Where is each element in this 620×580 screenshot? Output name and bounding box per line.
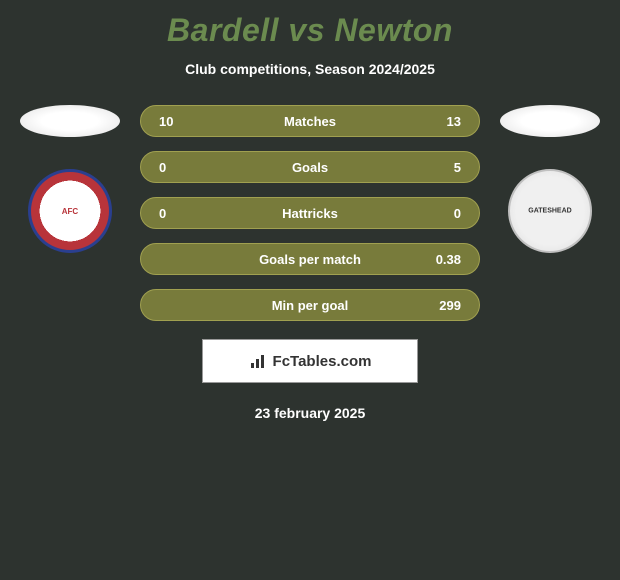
stat-label: Hattricks	[189, 206, 431, 221]
left-player-side: AFC	[10, 105, 130, 253]
right-club-badge: GATESHEAD	[508, 169, 592, 253]
stat-right-value: 5	[431, 160, 461, 175]
stat-row-goals: 0 Goals 5	[140, 151, 480, 183]
stats-column: 10 Matches 13 0 Goals 5 0 Hattricks 0 Go…	[130, 105, 490, 321]
subtitle: Club competitions, Season 2024/2025	[0, 61, 620, 77]
stat-row-matches: 10 Matches 13	[140, 105, 480, 137]
right-avatar-placeholder	[500, 105, 600, 137]
right-badge-text: GATESHEAD	[528, 208, 571, 215]
page-title: Bardell vs Newton	[0, 0, 620, 49]
stat-right-value: 0	[431, 206, 461, 221]
stat-left-value: 0	[159, 160, 189, 175]
stat-right-value: 299	[431, 298, 461, 313]
stat-row-goals-per-match: Goals per match 0.38	[140, 243, 480, 275]
left-badge-text: AFC	[45, 186, 95, 236]
stat-row-min-per-goal: Min per goal 299	[140, 289, 480, 321]
stat-right-value: 0.38	[431, 252, 461, 267]
left-club-badge: AFC	[28, 169, 112, 253]
right-player-side: GATESHEAD	[490, 105, 610, 253]
comparison-container: AFC 10 Matches 13 0 Goals 5 0 Hattricks …	[0, 105, 620, 321]
stat-label: Min per goal	[189, 298, 431, 313]
stat-label: Goals	[189, 160, 431, 175]
stat-left-value: 0	[159, 206, 189, 221]
brand-text: FcTables.com	[273, 353, 372, 370]
stat-row-hattricks: 0 Hattricks 0	[140, 197, 480, 229]
left-avatar-placeholder	[20, 105, 120, 137]
date-text: 23 february 2025	[0, 405, 620, 421]
brand-box: FcTables.com	[202, 339, 418, 383]
stat-label: Matches	[189, 114, 431, 129]
stat-label: Goals per match	[189, 252, 431, 267]
stat-right-value: 13	[431, 114, 461, 129]
stat-left-value: 10	[159, 114, 189, 129]
chart-icon	[249, 352, 267, 370]
